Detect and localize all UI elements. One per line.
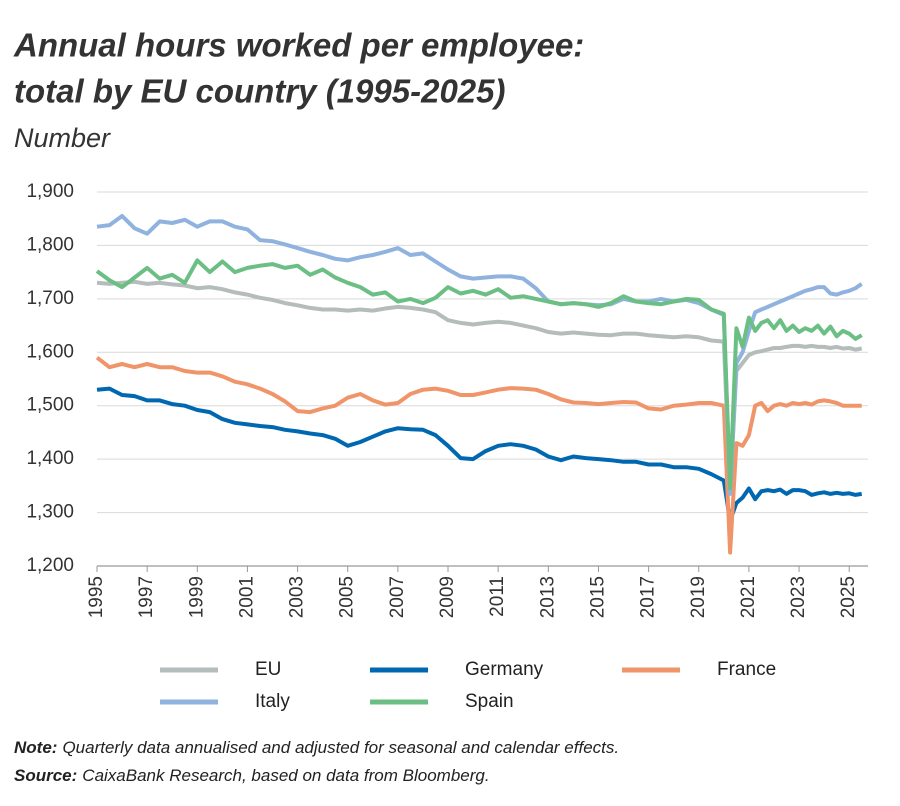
source-label: Source: xyxy=(14,766,77,785)
y-tick-label: 1,700 xyxy=(26,288,74,309)
legend-label: Spain xyxy=(465,691,514,712)
source-text: CaixaBank Research, based on data from B… xyxy=(82,766,489,785)
legend-label: France xyxy=(717,659,776,680)
y-tick-label: 1,900 xyxy=(26,181,74,202)
y-tick-label: 1,400 xyxy=(26,448,74,469)
x-tick-label: 2019 xyxy=(688,576,709,618)
legend-label: Germany xyxy=(465,659,544,680)
source: Source: CaixaBank Research, based on data… xyxy=(14,766,490,785)
x-tick-label: 2005 xyxy=(337,576,358,618)
x-tick-label: 1995 xyxy=(86,576,107,618)
x-tick-label: 2023 xyxy=(788,576,809,618)
y-tick-label: 1,800 xyxy=(26,234,74,255)
chart-title: Annual hours worked per employee: xyxy=(13,27,584,64)
note: Note: Quarterly data annualised and adjus… xyxy=(14,738,619,757)
legend-label: Italy xyxy=(255,691,290,712)
x-tick-label: 2021 xyxy=(738,576,759,618)
note-label: Note: xyxy=(14,738,57,757)
x-tick-label: 2025 xyxy=(838,576,859,618)
y-tick-label: 1,500 xyxy=(26,395,74,416)
chart-subtitle: Number xyxy=(14,123,111,153)
series-line xyxy=(96,279,863,494)
series-line xyxy=(95,356,862,555)
x-tick-label: 2015 xyxy=(587,576,608,618)
x-tick-label: 2003 xyxy=(287,576,308,618)
legend-label: EU xyxy=(255,659,281,680)
x-tick-label: 2001 xyxy=(236,576,257,618)
x-tick-label: 1999 xyxy=(186,576,207,618)
x-tick-label: 2011 xyxy=(487,576,508,617)
y-tick-label: 1,300 xyxy=(26,502,74,523)
x-tick-label: 2017 xyxy=(638,576,659,618)
y-tick-label: 1,600 xyxy=(26,341,74,362)
x-tick-label: 1997 xyxy=(136,576,157,618)
note-text: Quarterly data annualised and adjusted f… xyxy=(62,738,619,757)
y-tick-label: 1,200 xyxy=(26,555,74,576)
series-line xyxy=(95,258,863,491)
x-tick-label: 2013 xyxy=(537,576,558,618)
x-tick-label: 2009 xyxy=(437,576,458,618)
chart-title: total by EU country (1995-2025) xyxy=(14,73,506,110)
x-tick-label: 2007 xyxy=(387,576,408,618)
series-line xyxy=(96,386,863,523)
